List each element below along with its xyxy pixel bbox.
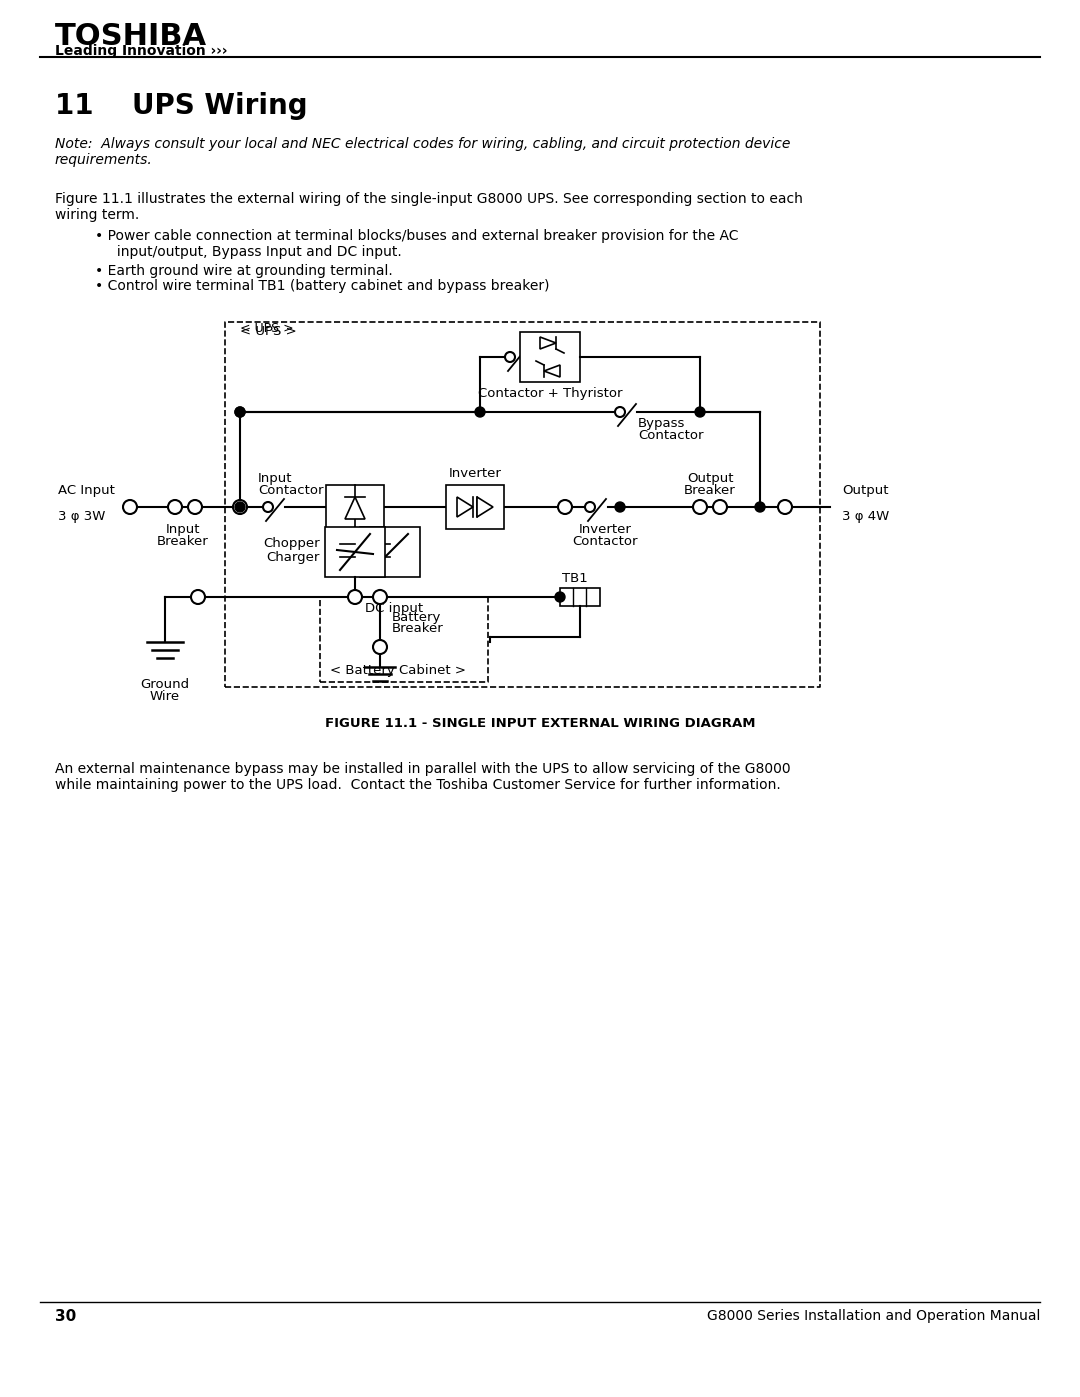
Text: TB1: TB1 [562, 571, 588, 585]
Circle shape [348, 590, 362, 604]
Polygon shape [540, 337, 556, 349]
Text: Contactor: Contactor [638, 429, 703, 441]
Circle shape [191, 590, 205, 604]
Circle shape [778, 500, 792, 514]
Circle shape [585, 502, 595, 511]
Text: Contactor: Contactor [572, 535, 638, 548]
Circle shape [615, 407, 625, 416]
Text: Breaker: Breaker [684, 483, 735, 497]
Text: FIGURE 11.1 - SINGLE INPUT EXTERNAL WIRING DIAGRAM: FIGURE 11.1 - SINGLE INPUT EXTERNAL WIRI… [325, 717, 755, 731]
Text: Contactor: Contactor [258, 483, 324, 497]
Text: • Power cable connection at terminal blocks/buses and external breaker provision: • Power cable connection at terminal blo… [95, 229, 739, 260]
Text: < UPS >: < UPS > [240, 321, 294, 335]
Circle shape [373, 590, 387, 604]
Text: < Battery Cabinet >: < Battery Cabinet > [330, 664, 465, 678]
Text: Contactor + Thyristor: Contactor + Thyristor [477, 387, 622, 400]
Text: Battery: Battery [392, 610, 442, 623]
Circle shape [475, 407, 485, 416]
Bar [446, 485, 504, 529]
Circle shape [713, 500, 727, 514]
Text: DC input: DC input [365, 602, 423, 615]
Text: Figure 11.1 illustrates the external wiring of the single-input G8000 UPS. See c: Figure 11.1 illustrates the external wir… [55, 191, 802, 222]
Text: Rectifier: Rectifier [327, 534, 382, 548]
Polygon shape [457, 497, 473, 517]
Bar [325, 527, 384, 577]
Text: 30: 30 [55, 1309, 77, 1324]
Bar [561, 588, 600, 606]
Circle shape [233, 500, 247, 514]
Bar [326, 485, 384, 529]
Circle shape [235, 502, 245, 511]
Text: 3 φ 4W: 3 φ 4W [842, 510, 889, 522]
Text: G8000 Series Installation and Operation Manual: G8000 Series Installation and Operation … [706, 1309, 1040, 1323]
Text: Output: Output [842, 483, 889, 497]
Polygon shape [544, 365, 561, 377]
Circle shape [558, 500, 572, 514]
Circle shape [755, 502, 765, 511]
Text: • Earth ground wire at grounding terminal.: • Earth ground wire at grounding termina… [95, 264, 393, 278]
Circle shape [505, 352, 515, 362]
Text: Leading Innovation ›››: Leading Innovation ››› [55, 43, 228, 59]
Text: Chopper: Chopper [264, 538, 320, 550]
Text: Ground: Ground [140, 678, 190, 692]
Circle shape [264, 502, 273, 511]
Text: Output: Output [687, 472, 733, 485]
Text: TOSHIBA: TOSHIBA [55, 22, 207, 52]
Polygon shape [345, 497, 365, 520]
Text: Breaker: Breaker [157, 535, 208, 548]
Circle shape [168, 500, 183, 514]
Text: Input: Input [165, 522, 200, 536]
Text: Note:  Always consult your local and NEC electrical codes for wiring, cabling, a: Note: Always consult your local and NEC … [55, 137, 791, 168]
Text: Bypass: Bypass [638, 416, 686, 430]
Bar [519, 332, 580, 381]
Circle shape [235, 407, 245, 416]
Circle shape [188, 500, 202, 514]
Text: • Control wire terminal TB1 (battery cabinet and bypass breaker): • Control wire terminal TB1 (battery cab… [95, 279, 550, 293]
Circle shape [693, 500, 707, 514]
Text: Inverter: Inverter [579, 522, 632, 536]
Circle shape [615, 502, 625, 511]
Circle shape [235, 407, 245, 416]
Circle shape [555, 592, 565, 602]
Text: Charger: Charger [267, 552, 320, 564]
Circle shape [373, 640, 387, 654]
Polygon shape [477, 497, 492, 517]
Bar [360, 527, 420, 577]
Circle shape [696, 407, 705, 416]
Text: Breaker: Breaker [392, 623, 444, 636]
Text: Input: Input [258, 472, 293, 485]
Text: 3 φ 3W: 3 φ 3W [58, 510, 106, 522]
Text: 11    UPS Wiring: 11 UPS Wiring [55, 92, 308, 120]
Text: < UPS >: < UPS > [240, 326, 297, 338]
Text: AC Input: AC Input [58, 483, 114, 497]
Text: An external maintenance bypass may be installed in parallel with the UPS to allo: An external maintenance bypass may be in… [55, 761, 791, 792]
Text: Wire: Wire [150, 690, 180, 703]
Text: Inverter: Inverter [448, 467, 501, 481]
Circle shape [123, 500, 137, 514]
